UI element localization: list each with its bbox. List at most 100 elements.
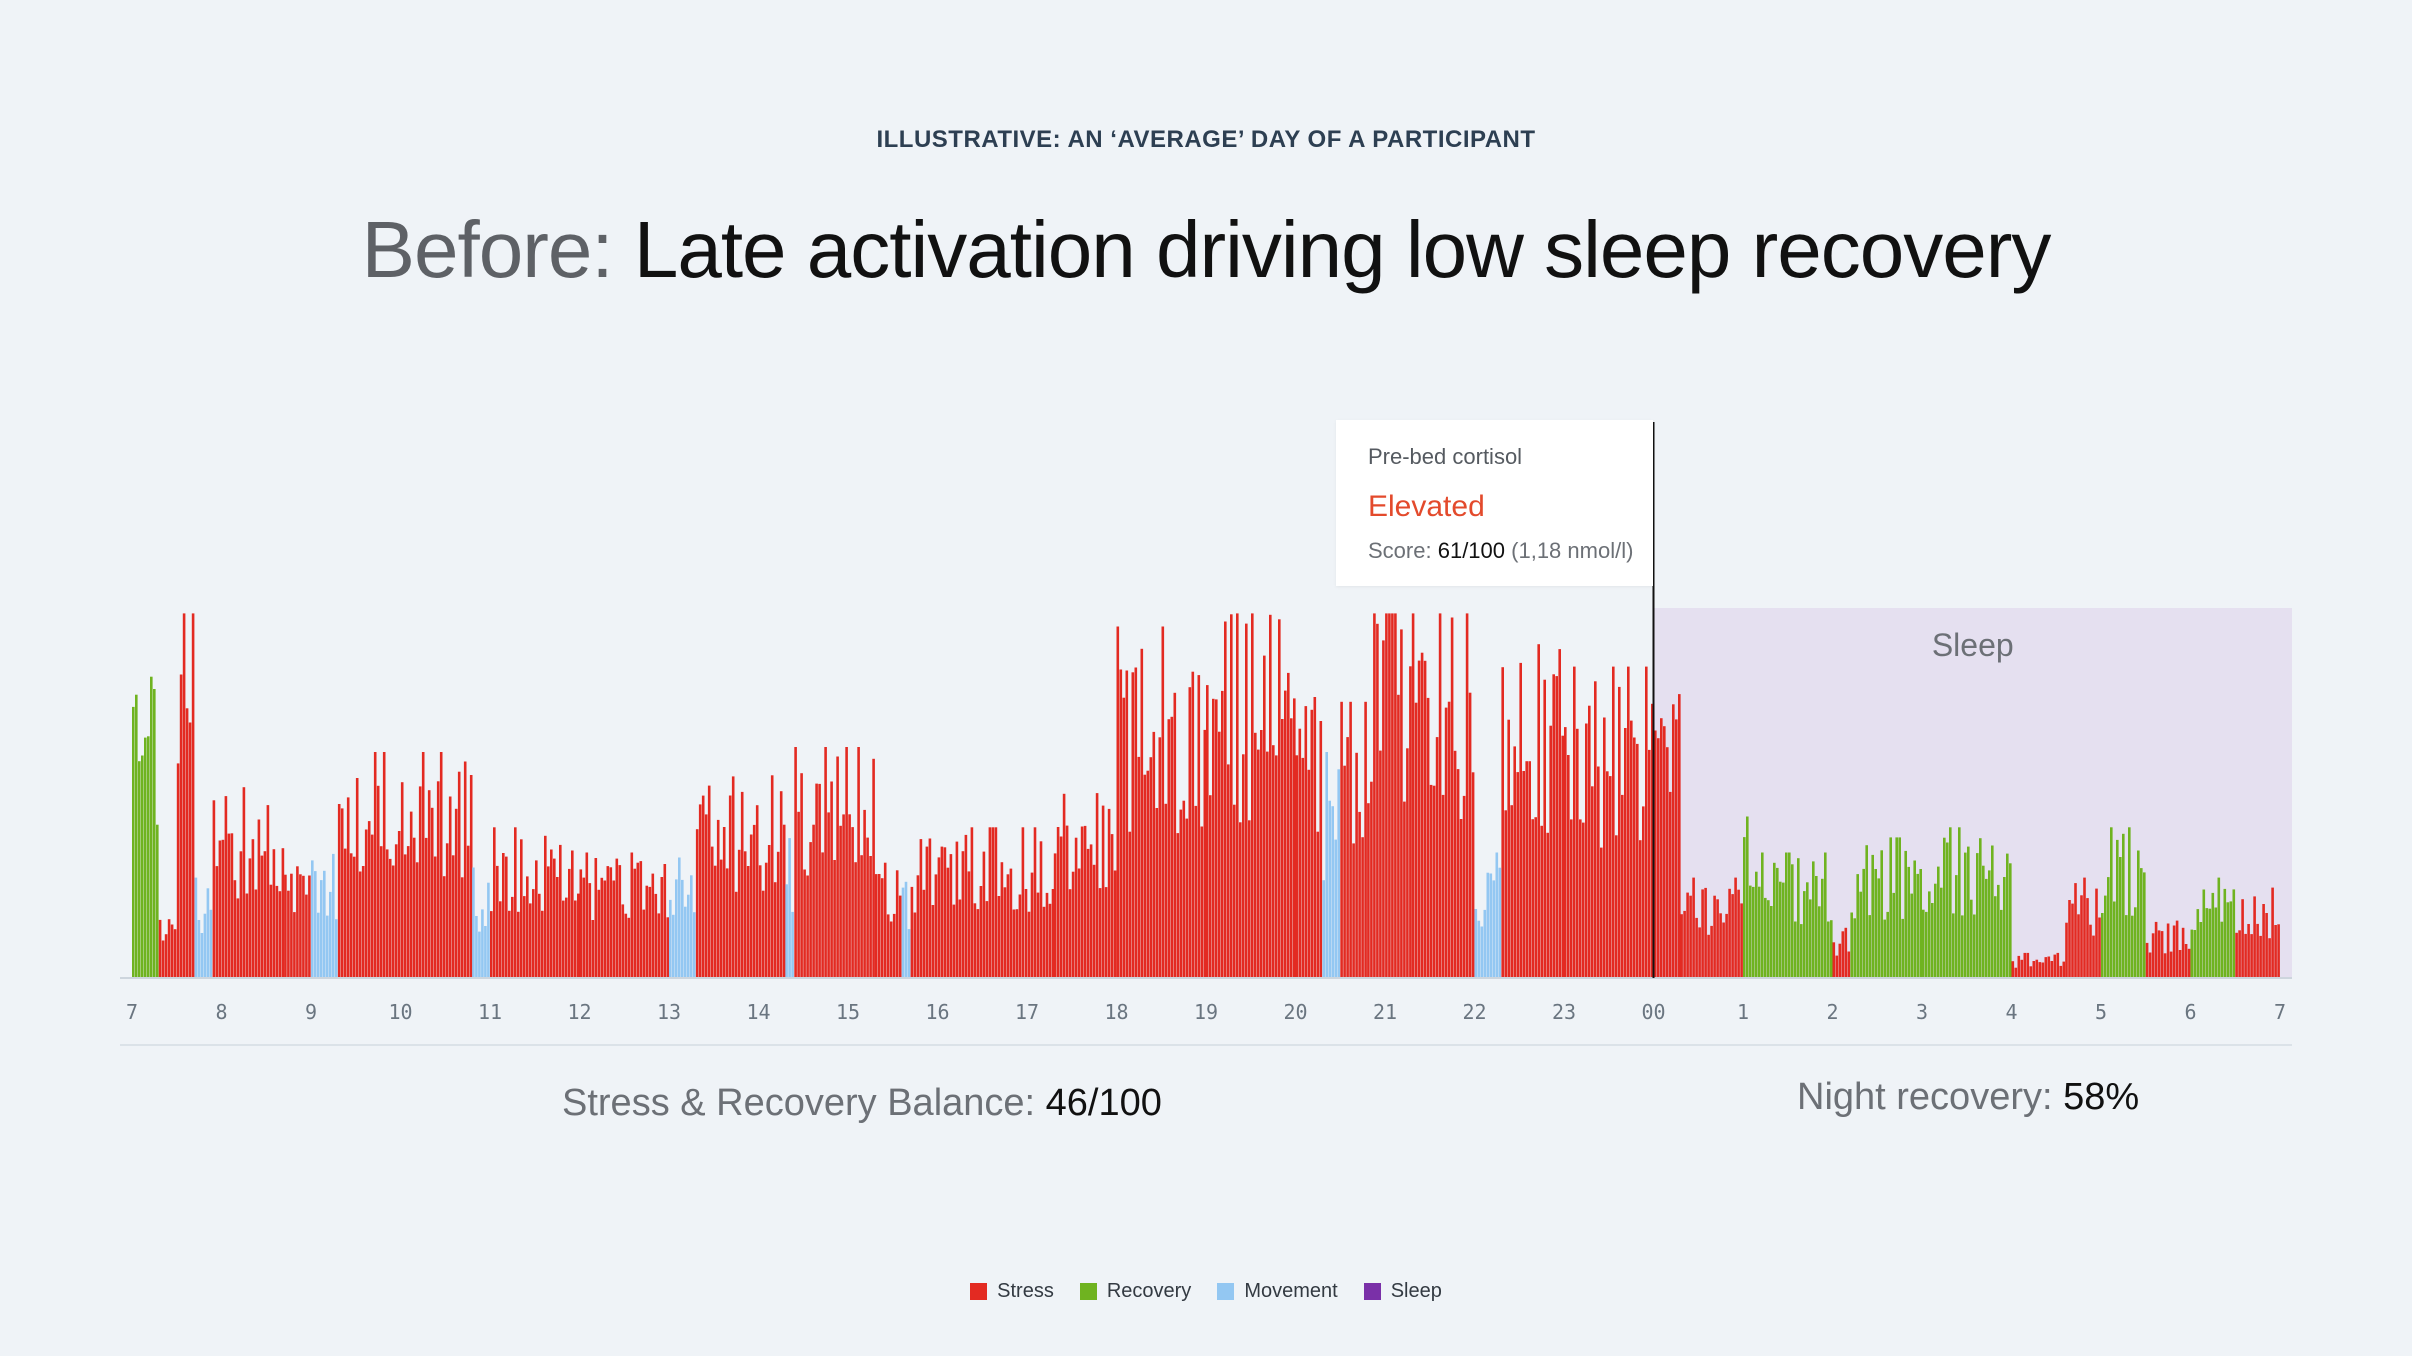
bar-stress — [2029, 966, 2033, 978]
bar-stress — [1149, 757, 1153, 978]
bar-stress — [997, 896, 1001, 978]
bar-stress — [1182, 800, 1186, 978]
bar-stress — [1095, 793, 1099, 978]
bar-stress — [385, 849, 389, 978]
x-tick-label: 1 — [1737, 1000, 1749, 1024]
bar-stress — [245, 893, 249, 978]
bar-stress — [1453, 750, 1457, 978]
balance-value: 46/100 — [1045, 1082, 1162, 1124]
bar-stress — [388, 858, 392, 978]
bar-recovery — [1853, 918, 1856, 978]
bar-stress — [421, 752, 425, 978]
night-recovery-value: 58% — [2063, 1076, 2140, 1118]
bar-recovery — [2101, 913, 2104, 978]
bar-stress — [2080, 895, 2083, 978]
bar-stress — [1290, 718, 1293, 978]
bar-stress — [1573, 666, 1576, 978]
bar-stress — [976, 909, 980, 978]
bar-recovery — [153, 689, 156, 978]
bar-stress — [2017, 955, 2021, 978]
bar-stress — [2089, 924, 2092, 978]
bar-stress — [2175, 920, 2179, 978]
bar-stress — [1627, 666, 1630, 978]
bar-stress — [1528, 761, 1531, 978]
bar-stress — [493, 827, 496, 978]
bar-stress — [442, 876, 446, 978]
bar-stress — [949, 854, 953, 978]
bar-stress — [877, 874, 881, 978]
bar-stress — [1194, 805, 1198, 978]
bar-stress — [1713, 895, 1716, 978]
bar-stress — [418, 786, 422, 978]
bar-stress — [293, 912, 296, 978]
bar-stress — [1056, 827, 1060, 978]
bar-stress — [508, 910, 511, 978]
bar-stress — [1441, 794, 1445, 978]
bar-stress — [883, 862, 887, 978]
bar-stress — [445, 843, 449, 978]
bar-stress — [612, 880, 616, 978]
bar-recovery — [1761, 852, 1764, 978]
bar-stress — [1737, 889, 1740, 978]
bar-stress — [230, 833, 234, 978]
bar-recovery — [1916, 873, 1919, 978]
bar-stress — [1197, 675, 1201, 978]
bar-stress — [1847, 951, 1851, 978]
bar-stress — [722, 827, 726, 978]
bar-recovery — [1806, 882, 1809, 978]
bar-stress — [767, 845, 771, 978]
bar-stress — [260, 855, 264, 978]
bar-stress — [1364, 701, 1367, 978]
bar-stress — [2044, 957, 2048, 978]
bar-stress — [1666, 747, 1669, 978]
bar-recovery — [1821, 878, 1824, 978]
bar-stress — [2068, 900, 2071, 978]
bar-stress — [185, 708, 189, 978]
bar-stress — [582, 877, 586, 978]
bar-stress — [1373, 613, 1376, 978]
bar-stress — [302, 875, 305, 978]
bar-stress — [869, 856, 872, 978]
bar-stress — [2145, 942, 2149, 978]
bar-stress — [1269, 614, 1272, 978]
bar-stress — [559, 844, 562, 978]
x-tick-label: 18 — [1104, 1000, 1128, 1024]
bar-stress — [1089, 844, 1093, 978]
bar-stress — [737, 849, 741, 978]
bar-stress — [1555, 676, 1558, 978]
x-tick-label: 23 — [1552, 1000, 1576, 1024]
bar-stress — [797, 811, 800, 978]
bar-stress — [1304, 706, 1308, 978]
bar-stress — [1438, 613, 1442, 978]
bar-stress — [1409, 666, 1412, 978]
bar-stress — [1417, 660, 1421, 978]
bar-recovery — [1967, 846, 1970, 978]
bar-recovery — [132, 706, 135, 978]
bar-stress — [1695, 917, 1698, 978]
bar-stress — [352, 856, 356, 978]
bar-recovery — [1782, 882, 1785, 978]
bar-movement — [472, 867, 475, 978]
legend-item-stress: Stress — [970, 1280, 1054, 1303]
bar-stress — [1648, 749, 1651, 978]
bar-stress — [2268, 938, 2271, 978]
bar-stress — [2011, 961, 2015, 978]
x-tick-label: 7 — [126, 1000, 138, 1024]
bar-movement — [1489, 873, 1493, 978]
bar-stress — [857, 747, 860, 978]
bar-movement — [475, 916, 478, 978]
bar-stress — [296, 866, 299, 978]
bar-stress — [2148, 952, 2152, 978]
bar-stress — [1281, 719, 1284, 978]
bar-stress — [889, 921, 893, 978]
bar-stress — [1660, 718, 1663, 978]
bar-stress — [1564, 727, 1567, 978]
bar-recovery — [1955, 875, 1958, 978]
bar-stress — [636, 862, 640, 978]
bar-stress — [991, 827, 995, 978]
bar-stress — [514, 827, 517, 978]
bar-stress — [803, 869, 806, 978]
bar-stress — [272, 849, 276, 978]
bar-stress — [1307, 769, 1311, 978]
x-tick-label: 12 — [567, 1000, 591, 1024]
